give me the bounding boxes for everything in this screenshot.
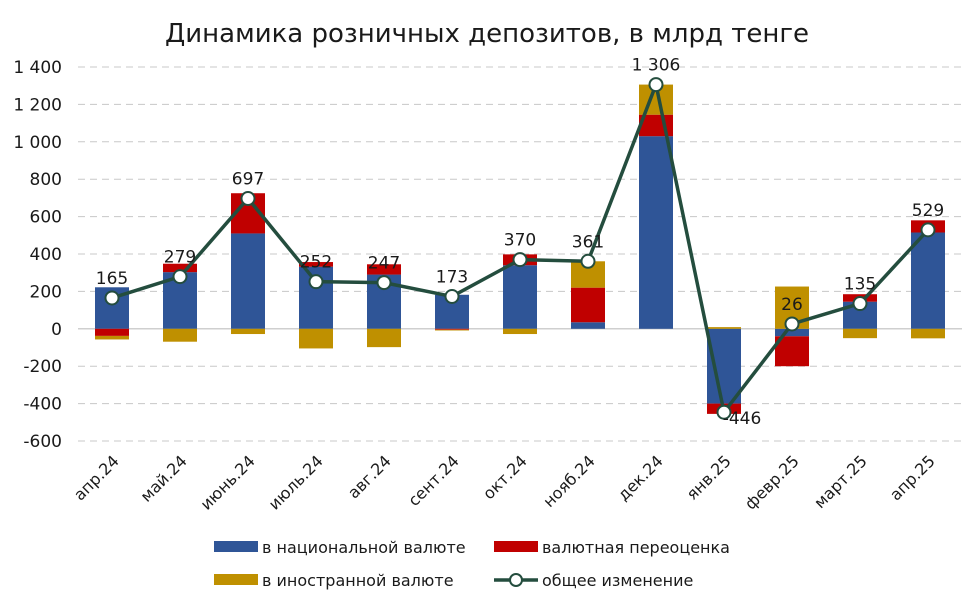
- total-data-label: 135: [844, 275, 876, 295]
- bar-segment: [299, 328, 333, 349]
- total-data-label: 173: [436, 267, 468, 287]
- total-data-label: 252: [300, 253, 332, 273]
- bar-segment: [231, 328, 265, 335]
- legend-label-revaluation: валютная переоценка: [542, 538, 730, 557]
- bar-segment: [435, 329, 469, 331]
- bar-segment: [95, 328, 129, 336]
- x-tick-label: нояб.24: [539, 451, 599, 511]
- y-tick-label: 200: [30, 282, 62, 302]
- x-tick-label: сент.24: [404, 451, 463, 510]
- total-data-label: 279: [164, 248, 196, 268]
- x-tick-label: окт.24: [479, 451, 531, 503]
- x-tick-label: февр.25: [741, 451, 803, 513]
- total-point: [920, 222, 936, 238]
- bar-segment: [163, 263, 197, 273]
- total-data-label: 529: [912, 201, 944, 221]
- y-tick-label: -400: [23, 395, 62, 415]
- bar-segment: [435, 328, 469, 330]
- data-labels: 165 279 697 252 247 173 370 361 1 306 -446 26 135 52…: [96, 56, 944, 430]
- bar-segment: [707, 327, 741, 329]
- legend-swatch-national: [214, 541, 258, 552]
- y-axis-ticks: -600 -400 -200 0 200 400 600 800 1 000 1 200 1 400: [13, 58, 62, 452]
- legend: в национальной валюте валютная переоценк…: [214, 538, 730, 590]
- chart-title: Динамика розничных депозитов, в млрд тен…: [165, 19, 809, 49]
- bar-segment: [367, 264, 401, 275]
- bar-segment: [95, 335, 129, 340]
- y-tick-label: 400: [30, 245, 62, 265]
- total-point: [580, 253, 596, 269]
- total-point: [648, 77, 664, 93]
- bar-segment: [367, 328, 401, 348]
- bar-segment: [639, 136, 673, 329]
- x-tick-label: март.25: [810, 451, 871, 512]
- x-tick-label: июнь.24: [196, 451, 258, 513]
- total-point: [852, 296, 868, 312]
- total-data-label: 1 306: [632, 56, 681, 76]
- y-tick-label: 1 400: [13, 58, 62, 78]
- legend-label-national: в национальной валюте: [262, 538, 466, 557]
- total-point: [172, 269, 188, 285]
- bar-segment: [911, 232, 945, 329]
- total-point: [444, 288, 460, 304]
- y-tick-label: 1 200: [13, 95, 62, 115]
- total-data-label: -446: [723, 409, 762, 429]
- x-axis-ticks: апр.24 май.24 июнь.24 июль.24 авг.24 сент.24 о…: [70, 451, 939, 513]
- y-tick-label: -200: [23, 357, 62, 377]
- x-tick-label: апр.24: [70, 451, 123, 504]
- bar-segment: [571, 287, 605, 323]
- bar-segment: [843, 328, 877, 339]
- legend-swatch-revaluation: [494, 541, 538, 552]
- total-data-label: 247: [368, 254, 400, 274]
- bar-segment: [163, 328, 197, 342]
- y-tick-label: -600: [23, 432, 62, 452]
- bar-segment: [231, 233, 265, 329]
- total-point: [512, 252, 528, 268]
- total-point: [716, 404, 732, 420]
- y-tick-label: 600: [30, 208, 62, 228]
- bar-segment: [503, 265, 537, 329]
- legend-swatch-foreign: [214, 574, 258, 585]
- bar-segment: [775, 328, 809, 337]
- legend-label-foreign: в иностранной валюте: [262, 571, 454, 590]
- total-line: [104, 77, 936, 420]
- x-tick-label: авг.24: [344, 451, 395, 502]
- x-tick-label: дек.24: [614, 451, 667, 504]
- total-data-label: 370: [504, 231, 536, 251]
- x-tick-label: июль.24: [265, 451, 327, 513]
- total-data-label: 697: [232, 169, 264, 189]
- total-data-label: 26: [781, 295, 803, 315]
- x-tick-label: май.24: [137, 451, 191, 505]
- y-tick-label: 0: [51, 320, 62, 340]
- legend-marker-total: [509, 573, 523, 587]
- total-point: [784, 316, 800, 332]
- total-data-label: 361: [572, 232, 604, 252]
- y-tick-label: 1 000: [13, 133, 62, 153]
- y-tick-label: 800: [30, 170, 62, 190]
- gridlines: [78, 66, 962, 442]
- legend-label-total: общее изменение: [542, 571, 693, 590]
- bar-segment: [911, 328, 945, 339]
- x-tick-label: апр.25: [886, 451, 939, 504]
- bar-segment: [571, 322, 605, 329]
- bar-segment: [503, 328, 537, 335]
- total-data-label: 165: [96, 269, 128, 289]
- total-point: [240, 190, 256, 206]
- total-point: [376, 275, 392, 291]
- x-tick-label: янв.25: [683, 451, 735, 503]
- bar-segment: [707, 328, 741, 404]
- bar-segment: [299, 262, 333, 267]
- total-point: [308, 274, 324, 290]
- total-point: [104, 290, 120, 306]
